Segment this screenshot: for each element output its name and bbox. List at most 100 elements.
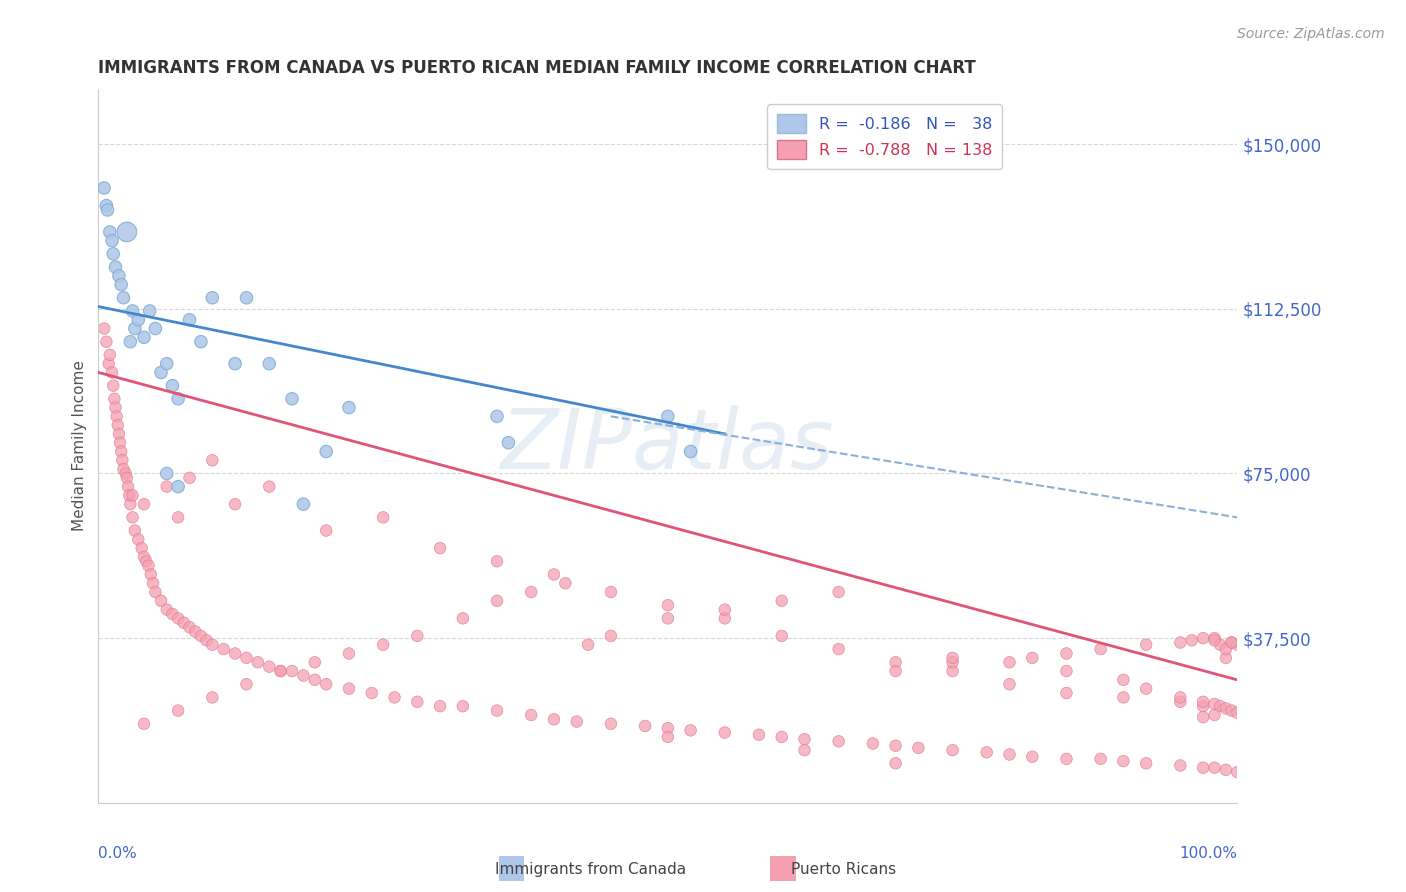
Point — [942, 651, 965, 665]
Point — [235, 291, 257, 305]
Point — [1192, 695, 1215, 709]
Point — [520, 708, 543, 723]
Point — [121, 304, 143, 318]
Point — [118, 488, 141, 502]
Point — [884, 739, 907, 753]
Point — [1226, 706, 1249, 720]
Point — [998, 677, 1021, 691]
Point — [793, 732, 815, 747]
Point — [998, 747, 1021, 762]
Point — [600, 629, 623, 643]
Point — [292, 497, 315, 511]
Point — [634, 719, 657, 733]
Point — [162, 607, 184, 621]
Point — [156, 467, 179, 481]
Point — [1204, 631, 1226, 645]
Point — [770, 594, 793, 608]
Point — [201, 291, 224, 305]
Point — [167, 392, 190, 406]
Point — [1204, 761, 1226, 775]
Point — [292, 668, 315, 682]
Point — [112, 291, 135, 305]
Point — [142, 576, 165, 591]
Point — [371, 638, 394, 652]
Point — [259, 357, 281, 371]
Point — [121, 488, 143, 502]
Point — [1135, 756, 1157, 771]
Point — [828, 585, 851, 599]
Point — [105, 409, 128, 424]
Point — [132, 330, 155, 344]
Point — [110, 277, 132, 292]
Point — [150, 366, 173, 380]
Point — [93, 321, 115, 335]
Point — [124, 524, 146, 538]
Point — [179, 620, 201, 634]
Point — [657, 721, 679, 735]
Point — [190, 629, 212, 643]
Point — [1220, 704, 1243, 718]
Point — [884, 756, 907, 771]
Point — [1192, 761, 1215, 775]
Point — [315, 677, 337, 691]
Point — [270, 664, 292, 678]
Point — [543, 712, 565, 726]
Point — [486, 409, 509, 424]
Point — [657, 611, 679, 625]
Point — [520, 585, 543, 599]
Point — [679, 723, 702, 738]
Point — [93, 181, 115, 195]
Point — [360, 686, 382, 700]
Point — [111, 453, 134, 467]
Point — [600, 585, 623, 599]
Point — [1181, 633, 1204, 648]
Point — [96, 334, 118, 349]
Point — [132, 716, 155, 731]
Point — [162, 378, 184, 392]
Point — [96, 202, 118, 217]
Point — [101, 366, 124, 380]
Point — [103, 378, 125, 392]
Point — [1215, 651, 1237, 665]
Point — [1215, 642, 1237, 657]
Point — [714, 602, 737, 616]
Point — [115, 225, 138, 239]
Point — [770, 629, 793, 643]
Point — [167, 611, 190, 625]
Point — [429, 699, 451, 714]
Point — [270, 664, 292, 678]
Point — [543, 567, 565, 582]
Point — [1204, 697, 1226, 711]
Point — [112, 462, 135, 476]
Point — [657, 598, 679, 612]
Point — [1209, 638, 1232, 652]
Point — [127, 312, 149, 326]
Point — [406, 695, 429, 709]
Point — [156, 602, 179, 616]
Point — [1112, 754, 1135, 768]
Point — [224, 647, 246, 661]
Point — [195, 633, 218, 648]
Point — [139, 567, 162, 582]
Point — [1209, 699, 1232, 714]
Point — [862, 737, 884, 751]
Point — [259, 659, 281, 673]
Point — [679, 444, 702, 458]
Text: IMMIGRANTS FROM CANADA VS PUERTO RICAN MEDIAN FAMILY INCOME CORRELATION CHART: IMMIGRANTS FROM CANADA VS PUERTO RICAN M… — [98, 59, 976, 77]
Point — [1170, 690, 1192, 705]
Point — [384, 690, 406, 705]
Point — [1021, 749, 1043, 764]
Point — [184, 624, 207, 639]
Point — [1090, 752, 1112, 766]
Point — [1054, 752, 1078, 766]
Point — [793, 743, 815, 757]
Point — [600, 716, 623, 731]
Point — [120, 497, 142, 511]
Point — [486, 554, 509, 568]
Text: Puerto Ricans: Puerto Ricans — [792, 863, 896, 877]
Point — [121, 510, 143, 524]
Point — [108, 268, 131, 283]
Point — [1054, 647, 1078, 661]
Point — [110, 444, 132, 458]
Point — [1170, 695, 1192, 709]
